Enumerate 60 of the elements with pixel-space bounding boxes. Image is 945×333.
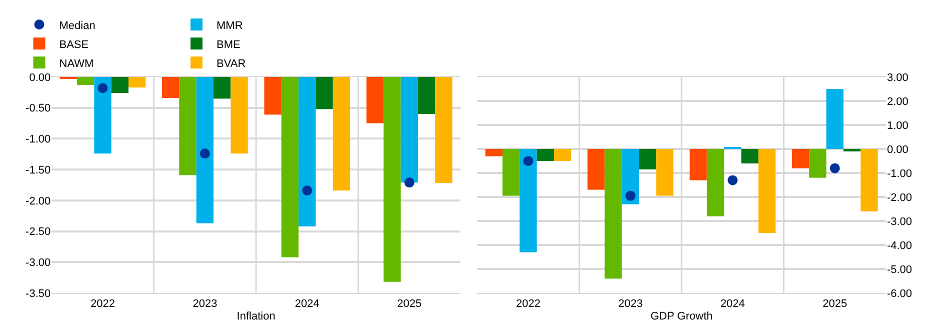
x-tick-label: 2025 (822, 298, 848, 310)
legend-label: NAWM (59, 58, 94, 70)
y2-tick-label: 1.00 (886, 120, 908, 132)
point (302, 186, 312, 196)
legend-label: MMR (216, 20, 243, 32)
bar (502, 149, 520, 196)
x-tick-label: 2023 (192, 298, 218, 310)
bar (758, 149, 776, 233)
bar (690, 149, 707, 180)
bar (520, 149, 537, 252)
bar (604, 149, 622, 279)
y2-tick-label: 0.00 (886, 144, 908, 156)
legend-label: BVAR (216, 58, 246, 70)
y2-tick-label: 3.00 (886, 72, 908, 84)
x-tick-label: 2023 (618, 298, 643, 310)
x-tick-label: 2022 (90, 298, 115, 310)
y-tick-label: -1.50 (26, 164, 51, 176)
point (98, 83, 108, 94)
bar (622, 149, 640, 204)
point (404, 178, 414, 188)
y2-tick-label: -1.00 (886, 168, 912, 180)
y-tick-label: -3.50 (26, 288, 51, 300)
legend-label: BME (216, 38, 240, 51)
bar (485, 149, 502, 156)
y2-tick-label: -3.00 (886, 216, 912, 228)
x-tick-label: 2022 (516, 298, 540, 310)
bar (706, 149, 724, 216)
bar (588, 149, 605, 190)
point (830, 163, 840, 174)
bar (741, 149, 758, 164)
y2-tick-label: 2.00 (886, 96, 908, 108)
y-tick-label: -0.50 (26, 102, 51, 115)
legend-label: Median (59, 20, 96, 32)
y-tick-label: -2.00 (26, 195, 51, 208)
x-tick-label: 2025 (397, 298, 422, 310)
bar (639, 149, 656, 170)
y2-tick-label: -4.00 (886, 240, 912, 252)
y-tick-label: -3.00 (26, 256, 51, 269)
x-tick-label: 2024 (294, 298, 320, 310)
point (728, 175, 738, 186)
y2-tick-label: -6.00 (886, 288, 912, 300)
bar (826, 89, 844, 149)
bar (656, 149, 674, 196)
x-axis-title: GDP Growth (650, 310, 713, 322)
bar (554, 149, 572, 161)
bar (792, 149, 810, 168)
y-tick-label: -2.50 (26, 226, 51, 238)
y-tick-label: -1.00 (26, 134, 51, 146)
bar (536, 149, 554, 161)
y2-tick-label: -5.00 (886, 264, 912, 276)
bar (809, 149, 826, 178)
x-axis-title: Inflation (236, 310, 276, 322)
y-tick-label: 0.00 (29, 72, 51, 84)
x-tick-label: 2024 (720, 298, 745, 310)
point (200, 148, 210, 159)
point (523, 156, 534, 166)
bar (860, 149, 878, 212)
point (625, 190, 636, 201)
y2-tick-label: -2.00 (886, 192, 912, 204)
legend-label: BASE (59, 38, 89, 51)
